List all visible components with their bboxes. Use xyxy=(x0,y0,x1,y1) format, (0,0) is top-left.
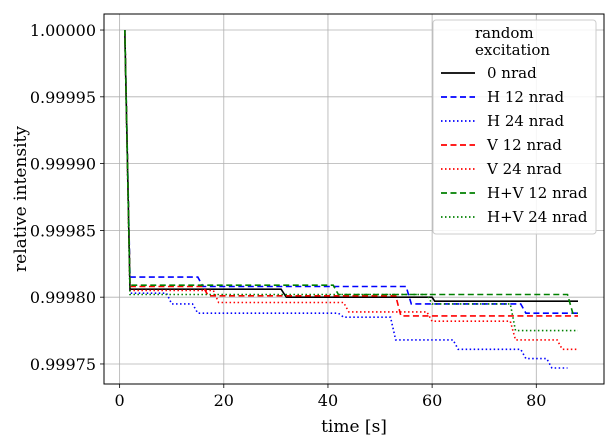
y-tick-label: 0.99995 xyxy=(30,88,96,107)
plot-frame xyxy=(103,13,605,385)
x-tick-label: 40 xyxy=(318,391,338,410)
legend-label-0: 0 nrad xyxy=(487,64,537,82)
legend-label-2: H 24 nrad xyxy=(487,112,564,130)
y-tick-label: 0.99975 xyxy=(30,355,96,374)
x-axis-label: time [s] xyxy=(321,417,387,437)
x-tick-label: 0 xyxy=(115,391,125,410)
ticks: 0 20 40 60 80 0.99975 0.99980 0.99985 0.99990 0.9… xyxy=(30,21,547,410)
y-tick-label: 0.99980 xyxy=(30,288,96,307)
legend-label-4: V 24 nrad xyxy=(486,160,562,178)
legend-label-1: H 12 nrad xyxy=(487,88,564,106)
x-tick-label: 80 xyxy=(526,391,546,410)
series-line-4 xyxy=(124,29,578,351)
legend-title: random xyxy=(475,24,534,42)
legend-label-6: H+V 24 nrad xyxy=(487,208,588,226)
x-tick-label: 60 xyxy=(422,391,442,410)
series-layer xyxy=(124,29,578,369)
series-line-2 xyxy=(124,29,568,369)
x-tick-label: 20 xyxy=(214,391,234,410)
y-axis-label: relative intensity xyxy=(11,126,31,272)
series-line-1 xyxy=(124,29,578,315)
legend-label-3: V 12 nrad xyxy=(486,136,562,154)
y-tick-label: 0.99985 xyxy=(30,221,96,240)
legend-label-5: H+V 12 nrad xyxy=(487,184,588,202)
series-line-6 xyxy=(124,29,578,332)
y-tick-label: 0.99990 xyxy=(30,155,96,174)
legend-title: excitation xyxy=(475,41,550,59)
y-tick-label: 1.00000 xyxy=(30,21,96,40)
series-line-0 xyxy=(124,29,578,303)
